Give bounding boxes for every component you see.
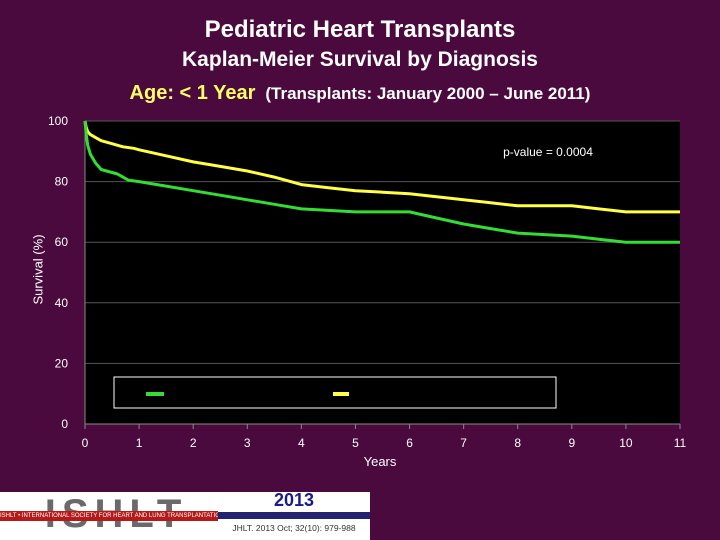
age-line: Age: < 1 Year (Transplants: January 2000 …: [0, 82, 720, 105]
y-tick-100: 100: [48, 114, 68, 128]
x-tick-6: 6: [406, 436, 413, 450]
x-tick-10: 10: [619, 436, 633, 450]
footer-citation: JHLT. 2013 Oct; 32(10): 979-988: [232, 523, 356, 533]
period-label: (Transplants: January 2000 – June 2011): [265, 84, 591, 103]
footer-year-bar: [218, 512, 370, 519]
y-tick-20: 20: [55, 356, 69, 370]
p-value-label: p-value = 0.0004: [503, 145, 593, 159]
x-tick-3: 3: [244, 436, 251, 450]
series-lines: [83, 120, 680, 244]
series-line-yellow: [83, 120, 680, 214]
x-tick-7: 7: [460, 436, 467, 450]
footer-year: 2013: [273, 490, 315, 510]
x-tick-4: 4: [298, 436, 305, 450]
series-line-green: [83, 120, 680, 244]
x-tick-9: 9: [568, 436, 575, 450]
ishlt-org-name: ISHLT • INTERNATIONAL SOCIETY FOR HEART …: [0, 511, 218, 521]
y-tick-60: 60: [55, 235, 69, 249]
y-tick-0: 0: [61, 417, 68, 431]
x-tick-2: 2: [190, 436, 197, 450]
plot-area: [85, 121, 680, 424]
x-axis-label: Years: [363, 454, 397, 469]
age-label: Age: < 1 Year: [129, 82, 256, 104]
y-tick-40: 40: [55, 296, 69, 310]
y-tick-80: 80: [55, 175, 69, 189]
survival-chart: 0 20 40 60 80 100 0 1 2 3 4 5 6 7 8 9 10 11 p-value = 0.…: [48, 114, 687, 450]
axes: [84, 121, 680, 425]
x-tick-11: 11: [674, 436, 687, 450]
slide-title: Pediatric Heart Transplants: [204, 16, 516, 43]
x-tick-labels: 0 1 2 3 4 5 6 7 8 9 10 11: [82, 424, 687, 450]
grid-lines: [85, 120, 680, 364]
y-axis-label: Survival (%): [30, 234, 46, 305]
slide-subtitle: Kaplan-Meier Survival by Diagnosis: [182, 48, 538, 71]
x-tick-0: 0: [82, 436, 89, 450]
x-tick-8: 8: [514, 436, 521, 450]
x-tick-5: 5: [352, 436, 359, 450]
x-tick-1: 1: [136, 436, 143, 450]
legend-box: [113, 376, 557, 409]
y-tick-labels: 0 20 40 60 80 100: [48, 114, 68, 431]
